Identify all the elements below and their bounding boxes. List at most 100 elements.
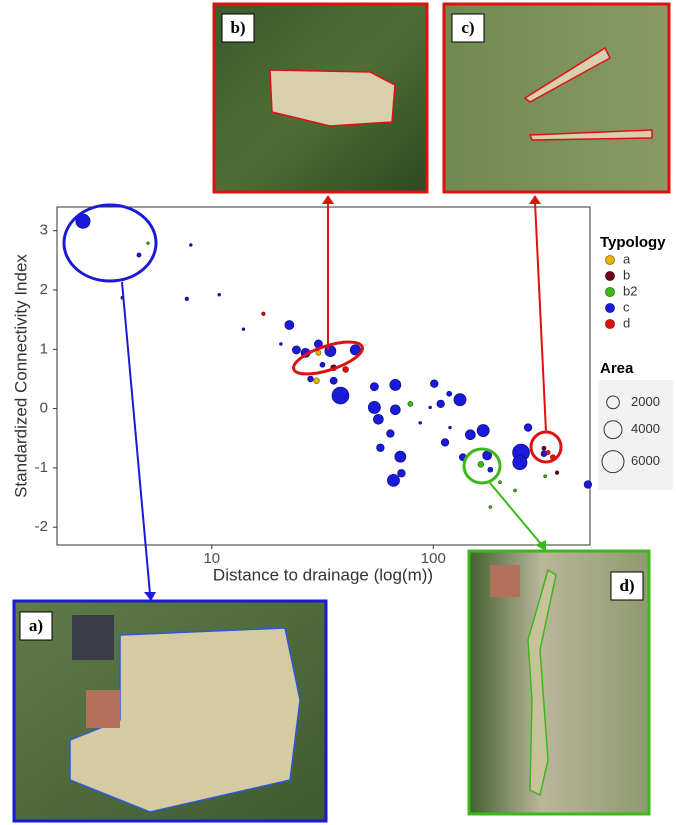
point [418,421,422,425]
point [342,366,349,373]
point [428,405,432,410]
callout-ellipse [62,203,158,283]
panel-label: d) [619,576,634,595]
point [241,327,246,331]
point [448,425,452,430]
point [313,377,320,384]
panel-b: b) [212,2,429,194]
arrowhead [144,592,156,601]
panel-label: b) [230,18,245,37]
x-tick-label: 100 [421,550,446,567]
point [217,293,221,297]
size-legend-title: Area [600,360,634,377]
callout-ellipse [292,340,364,376]
landslide-outline [523,46,611,103]
point [545,450,551,455]
panel-d: d) [467,549,651,816]
point [407,401,414,407]
point [349,344,361,356]
point [261,311,266,316]
point [543,474,547,479]
point [390,404,401,416]
callouts [62,195,563,601]
point [389,378,402,391]
point [386,429,395,438]
point [498,480,502,484]
panel-label: c) [461,18,474,37]
landslide-outline [527,568,557,797]
legend-label: c [623,299,630,314]
legend-marker [605,271,615,281]
point [373,413,384,425]
point [387,473,400,487]
x-axis-label: Distance to drainage (log(m)) [213,565,433,584]
roof [72,615,114,660]
x-tick-label: 10 [203,550,220,567]
size-legend-bg [598,380,673,490]
point [136,252,142,258]
y-tick-label: 1 [40,340,48,357]
arrow [489,482,542,545]
legend-label: a [623,251,631,266]
point [394,450,407,463]
point [453,393,467,407]
point [487,466,494,473]
size-legend-label: 6000 [631,453,660,468]
point [284,320,295,330]
y-axis-label: Standardized Connectivity Index [11,254,30,498]
point [397,469,406,478]
point [477,461,485,468]
y-tick-label: 2 [40,281,48,298]
panel-label: a) [29,616,43,635]
point [279,342,283,346]
point [523,423,533,432]
arrowhead [322,195,334,204]
size-legend-label: 2000 [631,394,660,409]
point [75,213,91,229]
size-legend-label: 4000 [631,421,660,436]
point [440,438,450,447]
roof [490,565,520,597]
landslide-outline [528,129,653,141]
arrowhead [529,195,541,204]
point [189,243,193,247]
label-box [610,571,644,601]
legend-label: b2 [623,283,637,298]
legend-marker [605,303,615,313]
point [376,443,385,452]
panel-c: c) [442,2,671,194]
legend-label: d [623,315,630,330]
label-box [19,611,53,641]
legend-marker [605,287,615,297]
point [465,429,476,441]
size-legend-marker [603,420,623,440]
y-tick-label: -1 [35,459,48,476]
point [554,470,560,475]
point [146,241,150,245]
y-tick-label: 0 [40,400,48,417]
label-box [451,13,485,43]
plot-frame [56,206,591,546]
point [512,455,528,471]
legend-label: b [623,267,630,282]
legend-marker [605,319,615,329]
point [367,401,381,414]
y-tick-label: 3 [40,222,48,239]
point [315,350,322,356]
arrowhead [535,540,546,551]
size-legend-marker [606,395,620,410]
panel-a: a) [12,599,328,823]
point [307,375,314,383]
point [430,379,439,388]
arrow [534,201,547,433]
point [541,445,547,451]
arrow [121,281,151,595]
size-legend-marker [601,450,625,474]
legend-marker [605,255,615,265]
point [319,361,326,368]
legend-title: Typology [600,234,666,251]
label-box [221,13,255,43]
point [488,505,493,509]
